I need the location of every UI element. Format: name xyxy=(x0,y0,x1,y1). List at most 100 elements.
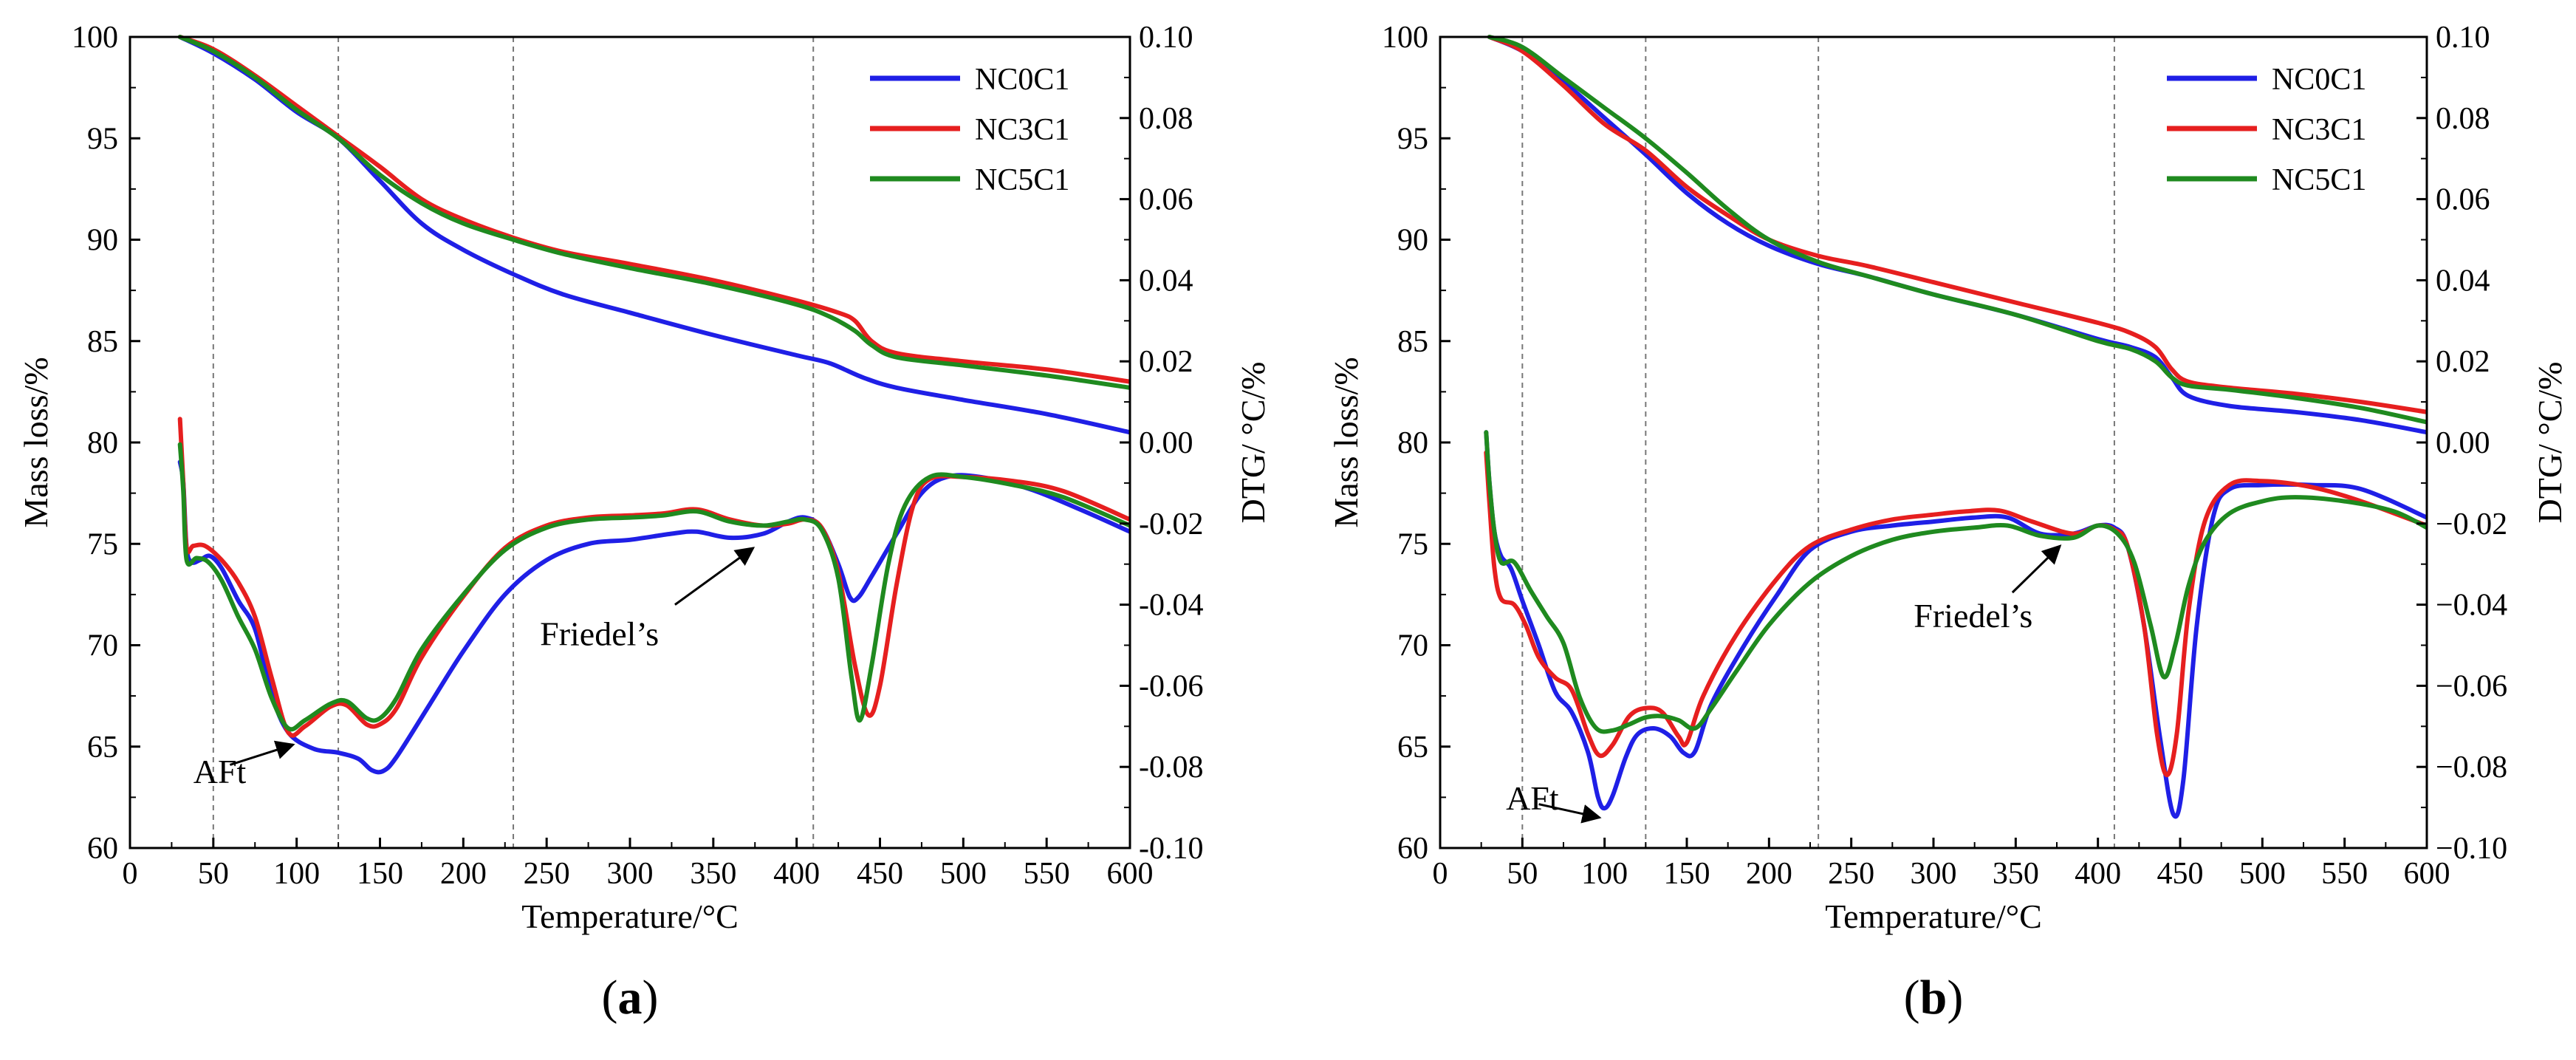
y-tick-label: 90 xyxy=(87,224,118,258)
panel-label: (a) xyxy=(602,971,659,1025)
x-tick-label: 450 xyxy=(857,857,903,891)
annotation-arrow xyxy=(2011,544,2062,594)
x-tick-label: 100 xyxy=(1581,857,1628,891)
annotation-arrow xyxy=(674,547,756,606)
y2-tick-label: -0.02 xyxy=(1139,507,1204,541)
x-tick-label: 550 xyxy=(2321,857,2368,891)
y2-tick-label: -0.08 xyxy=(1139,750,1204,784)
tg-line-nc3c1 xyxy=(177,35,1130,384)
y2-tick-label: −0.10 xyxy=(2436,832,2507,866)
x-tick-label: 100 xyxy=(273,857,320,891)
annotation-label: AFt xyxy=(193,753,247,790)
x-tick-label: 200 xyxy=(440,857,487,891)
y2-tick-label: 0.08 xyxy=(1139,102,1193,136)
y2-tick-label: 0.02 xyxy=(1139,345,1193,379)
panel-label-letter: b xyxy=(1920,971,1948,1025)
y2-tick-label: 0.06 xyxy=(1139,183,1193,217)
x-tick-label: 350 xyxy=(690,857,736,891)
x-axis-title: Temperature/°C xyxy=(521,897,739,935)
x-tick-label: 300 xyxy=(1911,857,1957,891)
x-tick-label: 450 xyxy=(2157,857,2204,891)
annotation-label: Friedel’s xyxy=(1914,597,2032,635)
panel-label-close: ) xyxy=(1947,971,1963,1025)
x-tick-label: 0 xyxy=(123,857,138,891)
panel-label: (b) xyxy=(1904,971,1964,1025)
y-tick-label: 95 xyxy=(1397,122,1428,156)
legend-label: NC5C1 xyxy=(2272,163,2366,197)
x-tick-label: 600 xyxy=(2404,857,2450,891)
y-tick-label: 60 xyxy=(87,832,118,866)
y-tick-label: 75 xyxy=(1397,527,1428,561)
plot-frame xyxy=(1439,35,2428,849)
x-tick-label: 200 xyxy=(1746,857,1792,891)
y-tick-label: 80 xyxy=(87,426,118,460)
x-tick-label: 350 xyxy=(1993,857,2039,891)
panel-label-letter: a xyxy=(618,971,643,1025)
y2-tick-label: 0.06 xyxy=(2436,183,2490,217)
y-tick-label: 65 xyxy=(1397,731,1428,765)
y2-tick-label: -0.04 xyxy=(1139,589,1204,623)
y-axis-title: Mass loss/% xyxy=(1327,357,1365,527)
dtg-line-nc5c1 xyxy=(1484,430,2427,734)
x-tick-label: 50 xyxy=(1507,857,1538,891)
y2-tick-label: −0.08 xyxy=(2436,750,2507,784)
y-tick-label: 95 xyxy=(87,122,118,156)
dtg-line-nc3c1 xyxy=(177,417,1130,738)
annotation-label: AFt xyxy=(1506,779,1559,817)
y-tick-label: 85 xyxy=(1397,325,1428,359)
chart-panel-a: 0 50 100 150 200 250 300 350 400 450 500 550 600 60 65… xyxy=(17,21,1272,1025)
legend-label: NC3C1 xyxy=(2272,113,2366,147)
x-tick-label: 250 xyxy=(1828,857,1874,891)
y2-axis-title: DTG/ °C/% xyxy=(2531,362,2569,524)
tg-line-nc5c1 xyxy=(177,35,1130,390)
y2-axis-title: DTG/ °C/% xyxy=(1234,362,1272,524)
panel-label-open: ( xyxy=(602,971,618,1025)
x-tick-label: 0 xyxy=(1433,857,1448,891)
legend-label: NC0C1 xyxy=(2272,63,2366,97)
plot-frame xyxy=(129,35,1131,849)
y-tick-label: 65 xyxy=(87,731,118,765)
y2-tick-label: 0.02 xyxy=(2436,345,2490,379)
y2-tick-label: 0.08 xyxy=(2436,102,2490,136)
annotation-arrow xyxy=(1538,803,1602,824)
x-axis-title: Temperature/°C xyxy=(1825,897,2042,935)
y2-tick-label: -0.06 xyxy=(1139,669,1204,703)
y-tick-label: 100 xyxy=(1382,21,1428,55)
x-tick-label: 400 xyxy=(2075,857,2121,891)
x-tick-label: 500 xyxy=(2239,857,2286,891)
x-tick-label: 300 xyxy=(607,857,654,891)
y2-tick-label: -0.10 xyxy=(1139,832,1204,866)
y-tick-label: 60 xyxy=(1397,832,1428,866)
y2-tick-label: 0.04 xyxy=(1139,264,1193,298)
y2-tick-label: 0.00 xyxy=(2436,426,2490,460)
y-tick-label: 80 xyxy=(1397,426,1428,460)
y2-tick-label: 0.10 xyxy=(2436,21,2490,55)
y2-tick-label: −0.02 xyxy=(2436,507,2507,541)
dtg-line-nc0c1 xyxy=(177,459,1130,775)
y2-tick-label: 0.00 xyxy=(1139,426,1193,460)
x-tick-label: 50 xyxy=(198,857,229,891)
y-tick-label: 70 xyxy=(1397,629,1428,663)
legend-label: NC3C1 xyxy=(975,113,1069,147)
y-tick-label: 85 xyxy=(87,325,118,359)
panel-label-close: ) xyxy=(643,971,659,1025)
y-tick-label: 70 xyxy=(87,629,118,663)
y-tick-label: 75 xyxy=(87,527,118,561)
x-tick-label: 150 xyxy=(1664,857,1710,891)
tg-line-nc5c1 xyxy=(1487,35,2427,425)
x-tick-label: 150 xyxy=(357,857,403,891)
y2-tick-label: −0.04 xyxy=(2436,589,2507,623)
annotation-label: Friedel’s xyxy=(540,615,659,653)
legend: NC0C1 NC3C1 NC5C1 xyxy=(870,63,1069,197)
plot-area xyxy=(1484,35,2427,819)
annotation-arrow xyxy=(229,740,295,766)
x-tick-label: 550 xyxy=(1024,857,1070,891)
plot-area xyxy=(177,35,1130,775)
y2-tick-label: 0.04 xyxy=(2436,264,2490,298)
dtg-line-nc3c1 xyxy=(1484,450,2427,778)
chart-panel-b: 0 50 100 150 200 250 300 350 400 450 500 550 600 60 65… xyxy=(1327,21,2569,1025)
x-tick-label: 600 xyxy=(1107,857,1154,891)
y2-tick-label: −0.06 xyxy=(2436,669,2507,703)
dtg-line-nc5c1 xyxy=(177,442,1130,732)
legend: NC0C1 NC3C1 NC5C1 xyxy=(2167,63,2366,197)
